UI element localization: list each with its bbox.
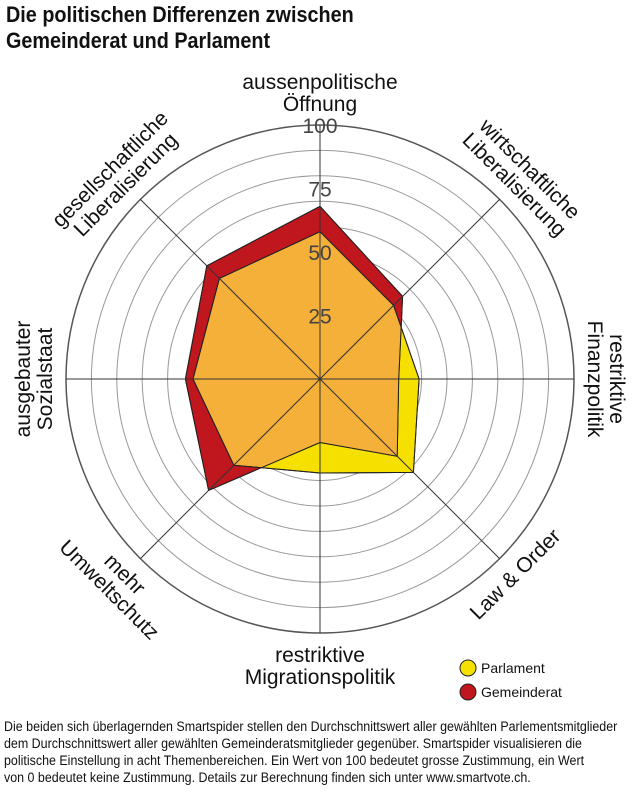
legend-swatch-gemeinderat [459,683,477,701]
chart-title-line-2: Gemeinderat und Parlament [6,28,271,53]
legend-swatch-parlament [459,659,477,677]
tick-label-25: 25 [308,306,331,329]
caption-line-1: Die beiden sich überlagernden Smartspide… [4,719,618,734]
axis-spoke-gesell [140,199,321,380]
caption-line-3: politische Einstellung in acht Themenber… [4,753,585,768]
tick-label-75: 75 [308,179,331,202]
legend-label-gemeinderat: Gemeinderat [481,684,562,700]
tick-label-100: 100 [302,115,337,138]
axis-spoke-umwelt [140,378,321,559]
legend-label-parlament: Parlament [481,660,545,676]
chart-title-line-1: Die politischen Differenzen zwischen [6,2,354,27]
tick-layer: 25 50 75 100 [302,115,337,329]
axis-label-sozial: ausgebauter Sozialstaat [12,321,57,438]
tick-label-50: 50 [308,242,331,265]
chart-caption: Die beiden sich überlagernden Smartspide… [4,718,618,786]
series-layer [184,205,420,491]
axis-label-aussen-line-1: aussenpolitische [242,71,397,94]
axis-label-sozial-line-1: ausgebauter [12,321,35,438]
axis-label-migration-line-1: restriktive [275,644,365,667]
axis-spoke-law [319,378,500,559]
axis-label-migration-line-2: Migrationspolitik [245,666,396,689]
axis-label-aussen-line-2: Öffnung [283,93,357,116]
chart-title: Die politischen Differenzen zwischen Gem… [6,2,354,54]
caption-line-4: von 0 bedeutet keine Zustimmung. Details… [4,770,531,785]
caption-line-2: dem Durchschnittswert aller gewählten Ge… [4,736,582,751]
axis-layer [66,125,574,633]
axis-label-finanz-line-2: Finanzpolitik [583,321,606,438]
axis-label-finanz-line-1: restriktive [605,334,628,424]
axis-label-sozial-line-2: Sozialstaat [34,327,57,430]
axis-spoke-wirtschaft [319,199,500,380]
legend: Parlament Gemeinderat [459,659,562,701]
